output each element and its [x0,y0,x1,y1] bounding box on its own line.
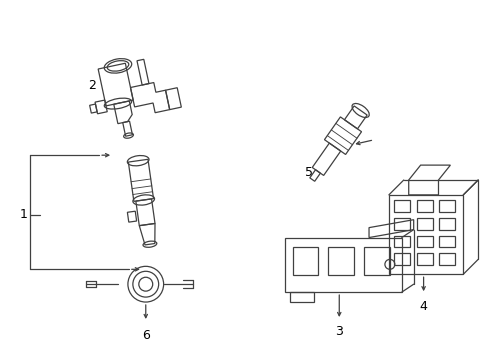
Text: 4: 4 [419,300,427,312]
Text: 1: 1 [20,208,28,221]
Text: 5: 5 [305,166,312,179]
Text: 6: 6 [142,329,149,342]
Text: 2: 2 [87,79,95,92]
Text: 3: 3 [335,325,343,338]
